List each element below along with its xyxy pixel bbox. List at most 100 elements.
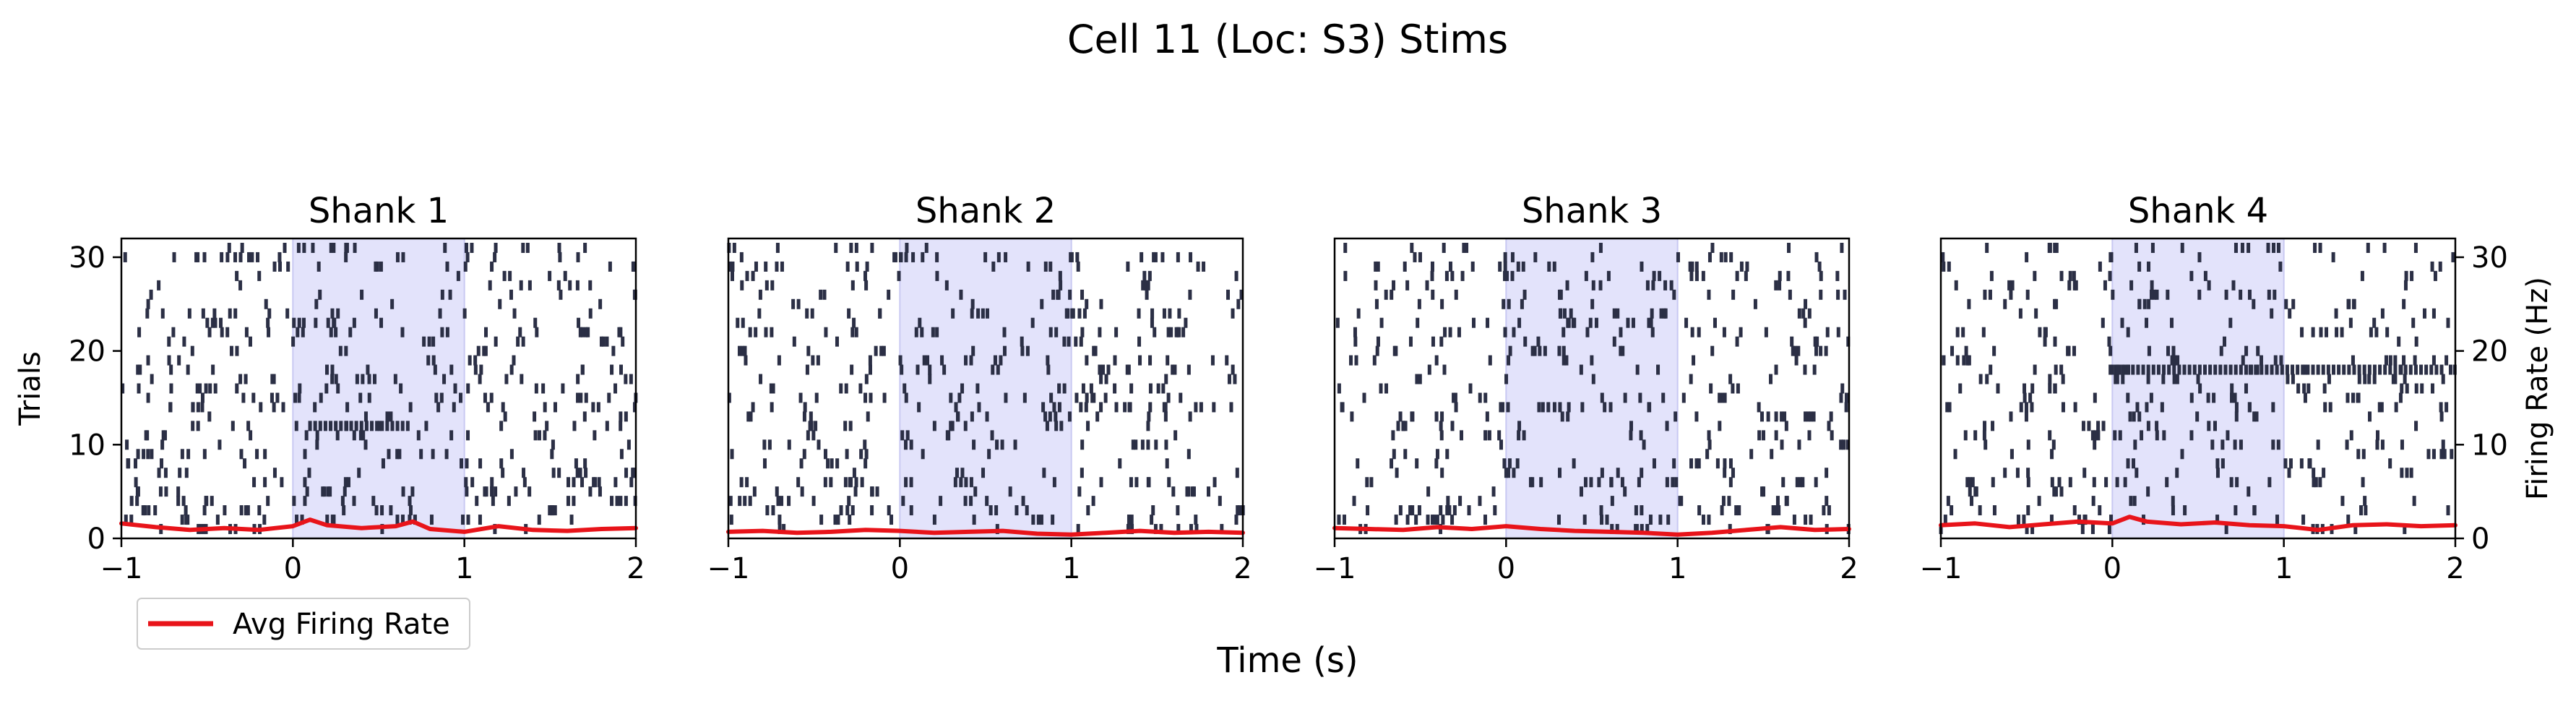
spike-tick — [2273, 355, 2278, 366]
spike-tick — [2043, 336, 2047, 347]
spike-tick — [1598, 242, 1603, 253]
spike-tick — [741, 317, 745, 328]
spike-tick — [1965, 477, 1970, 488]
spike-tick — [1434, 355, 1439, 366]
spike-tick — [1718, 421, 1722, 431]
spike-tick — [255, 449, 259, 460]
spike-tick — [334, 327, 338, 337]
spike-tick — [909, 505, 913, 516]
spike-tick — [2278, 261, 2283, 272]
spike-tick — [2252, 298, 2256, 309]
spike-tick — [1179, 392, 1183, 403]
spike-tick — [1141, 280, 1145, 291]
spike-tick — [2345, 439, 2349, 450]
spike-tick — [466, 430, 470, 441]
spike-tick — [1512, 468, 1516, 478]
spike-tick — [2074, 280, 2078, 291]
spike-tick — [993, 355, 997, 366]
spike-tick — [2166, 345, 2170, 356]
spike-tick — [498, 298, 502, 309]
spike-tick — [870, 242, 874, 253]
spike-tick — [2270, 308, 2274, 319]
spike-tick — [2378, 364, 2382, 375]
spike-tick — [745, 477, 749, 488]
spike-tick — [932, 515, 936, 525]
spike-tick — [499, 421, 504, 431]
spike-tick — [1458, 496, 1463, 507]
spike-tick — [953, 477, 957, 488]
spike-tick — [494, 336, 498, 347]
spike-tick — [158, 486, 163, 497]
spike-tick — [1510, 251, 1515, 262]
spike-tick — [534, 383, 538, 394]
spike-tick — [2233, 242, 2238, 253]
spike-tick — [868, 355, 872, 366]
spike-tick — [626, 439, 631, 450]
spike-tick — [1408, 336, 1413, 347]
spike-tick — [1634, 505, 1638, 516]
spike-tick — [1166, 355, 1170, 366]
spike-tick — [303, 449, 307, 460]
spike-tick — [996, 251, 1001, 262]
spike-tick — [1720, 505, 1724, 516]
spike-tick — [550, 449, 554, 460]
spike-tick — [219, 317, 223, 328]
spike-tick — [1517, 421, 1522, 431]
panel-shank-2: Shank 2−1 0 1 2 — [707, 191, 1252, 585]
spike-tick — [900, 430, 905, 441]
spike-tick — [1403, 421, 1408, 431]
spike-tick — [363, 439, 368, 450]
spike-tick — [2275, 364, 2279, 375]
spike-tick — [313, 402, 317, 413]
spike-tick — [580, 477, 585, 488]
spike-tick — [1845, 439, 1850, 450]
spike-tick — [313, 421, 317, 431]
spike-tick — [499, 458, 504, 469]
spike-tick — [1503, 327, 1507, 337]
spike-tick — [235, 270, 239, 281]
spike-tick — [1797, 308, 1801, 319]
spike-tick — [1795, 477, 1799, 488]
spike-tick — [213, 317, 217, 328]
spike-tick — [374, 261, 378, 272]
spike-tick — [572, 421, 577, 431]
spike-tick — [2080, 524, 2085, 535]
spike-tick — [2123, 477, 2127, 488]
spike-tick — [2444, 355, 2449, 366]
spike-tick — [1054, 411, 1058, 422]
spike-tick — [983, 251, 988, 262]
spike-tick — [551, 468, 556, 478]
spike-tick — [1435, 515, 1439, 525]
spike-tick — [803, 402, 807, 413]
spike-tick — [1379, 383, 1383, 394]
spike-tick — [1584, 270, 1588, 281]
spike-tick — [2316, 439, 2320, 450]
spike-tick — [1759, 411, 1764, 422]
spike-tick — [2367, 364, 2372, 375]
spike-tick — [2247, 402, 2252, 413]
spike-tick — [2215, 458, 2220, 469]
spike-tick — [1777, 505, 1781, 516]
spike-tick — [947, 430, 951, 441]
spike-tick — [1558, 402, 1562, 413]
spike-tick — [1572, 458, 1576, 469]
spike-tick — [2018, 308, 2023, 319]
spike-tick — [123, 251, 127, 262]
spike-tick — [545, 421, 549, 431]
spike-tick — [1737, 505, 1741, 516]
spike-tick — [135, 486, 139, 497]
spike-tick — [580, 327, 585, 337]
spike-tick — [344, 345, 348, 356]
spike-tick — [991, 261, 996, 272]
spike-tick — [2033, 270, 2037, 281]
spike-tick — [1043, 261, 1048, 272]
spike-tick — [2212, 392, 2216, 403]
spike-tick — [740, 280, 744, 291]
spike-tick — [1507, 355, 1511, 366]
spike-tick — [1506, 402, 1510, 413]
spike-tick — [610, 364, 614, 375]
spike-tick — [2126, 327, 2130, 337]
spike-tick — [849, 477, 853, 488]
spike-tick — [129, 515, 134, 525]
spike-tick — [2414, 336, 2418, 347]
